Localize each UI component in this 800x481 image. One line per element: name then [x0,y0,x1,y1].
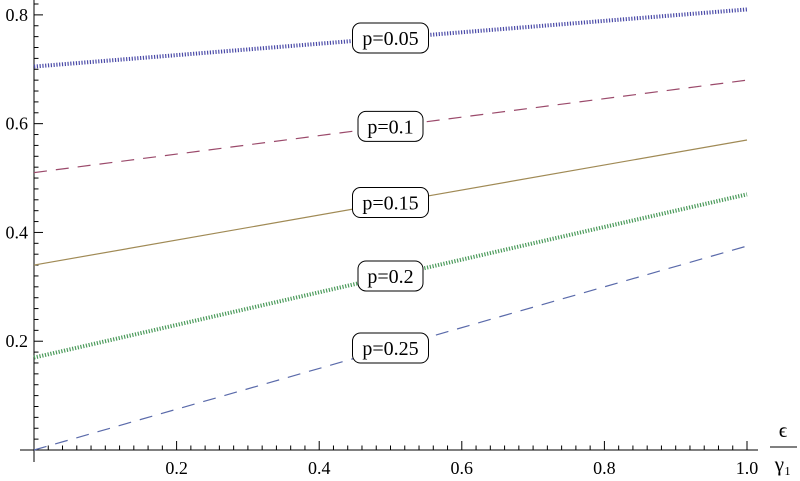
series-labels: p=0.05 p=0.1 p=0.15 p=0.2 p=0.25 [352,22,429,364]
ticks: 0.2 0.4 0.6 0.8 1.0 0.2 0.4 0.6 0.8 [6,3,759,478]
series-label-box [352,187,429,219]
x-axis-label: ϵ γ₁ [770,418,797,476]
series-label-box [352,22,429,54]
series-label-text: p=0.15 [362,193,418,215]
series-lines [33,7,748,451]
x-axis-label-numerator: ϵ [779,418,788,442]
x-tick-label: 1.0 [736,458,759,478]
series-label: p=0.05 [352,22,429,54]
series-label-box [352,332,429,364]
x-axis-label-denominator: γ₁ [774,452,792,476]
y-tick-label: 0.6 [6,114,29,134]
series-label-box [357,110,424,142]
x-tick-label: 0.6 [451,458,474,478]
series-label-box [357,260,424,292]
y-tick-label: 0.4 [6,222,29,242]
series-label: p=0.25 [352,332,429,364]
x-tick-label: 0.2 [165,458,188,478]
x-tick-label: 0.4 [308,458,331,478]
y-tick-label: 0.2 [6,331,29,351]
series-label: p=0.2 [357,260,424,292]
series-label-text: p=0.05 [362,28,418,50]
series-label: p=0.1 [357,110,424,142]
series-line [33,245,748,451]
series-label-text: p=0.2 [367,266,413,288]
x-tick-label: 0.8 [593,458,616,478]
y-tick-label: 0.8 [6,5,29,25]
series-label-text: p=0.25 [362,338,418,360]
axes [20,0,758,462]
series-label-text: p=0.1 [367,116,413,138]
series-label: p=0.15 [352,187,429,219]
